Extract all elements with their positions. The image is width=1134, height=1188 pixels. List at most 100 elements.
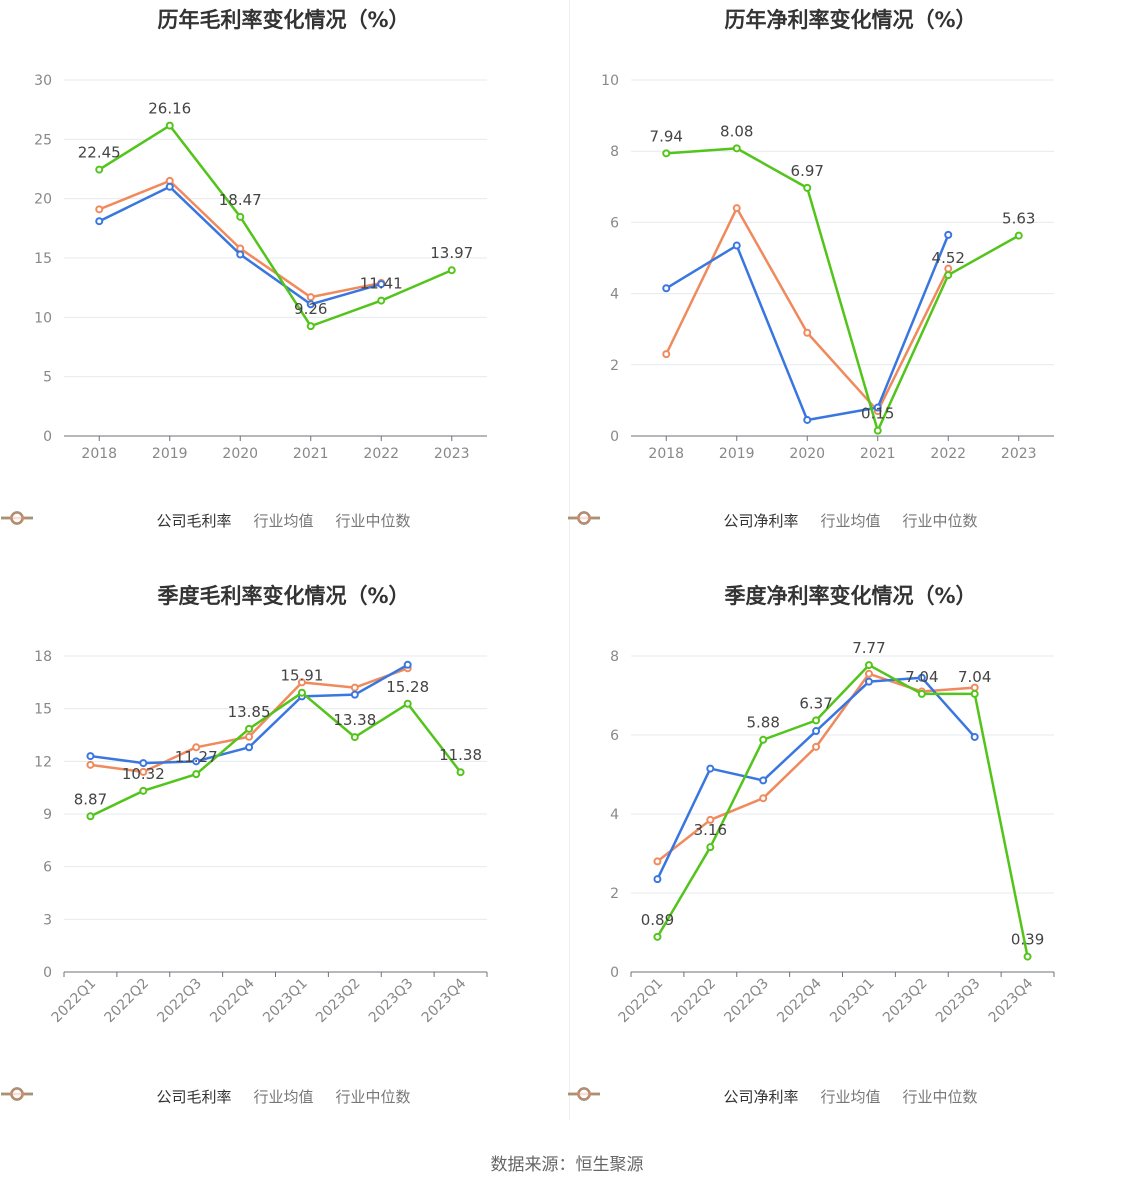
- x-tick-label: 2022Q2: [669, 976, 720, 1027]
- y-tick-label: 0: [610, 965, 619, 981]
- data-point: [306, 293, 315, 302]
- data-point: [377, 280, 386, 289]
- y-tick-label: 20: [34, 192, 52, 208]
- annual-net-margin-chart: 历年净利率变化情况（%） 0 2 4 6 8 10 2018 2019 2020 2021 2022…: [567, 0, 1134, 576]
- data-point: [662, 350, 671, 359]
- series-line-1: [665, 234, 950, 422]
- legend-item[interactable]: 行业中位数: [568, 510, 978, 531]
- data-point: [732, 241, 741, 250]
- data-point: [447, 266, 456, 275]
- data-point: [86, 752, 95, 761]
- data-point: [662, 149, 671, 158]
- x-tick-label: 2018: [81, 446, 117, 462]
- legend-label: 公司毛利率: [156, 1088, 232, 1106]
- legend-item[interactable]: 行业均值: [1, 1086, 314, 1107]
- data-point: [377, 296, 386, 305]
- data-point: [732, 204, 741, 213]
- chart-legend: 公司净利率 行业均值 行业中位数: [567, 1086, 1134, 1107]
- annual-gross-margin-chart: 历年毛利率变化情况（%） 0 5 10 15 20 25 30 2018 2019 2020 202…: [0, 0, 567, 576]
- data-label: 9.26: [294, 300, 327, 318]
- data-point: [297, 678, 306, 687]
- x-tick-label: 2022Q2: [102, 976, 153, 1027]
- data-point: [759, 735, 768, 744]
- data-point: [95, 205, 104, 214]
- legend-item[interactable]: 行业均值: [568, 1086, 881, 1107]
- data-point: [653, 857, 662, 866]
- chart-plot: 0 3 6 9 12 15 18 2022Q1 2022Q2 2022Q3 2022Q4 2023Q1…: [34, 649, 488, 1027]
- legend-item[interactable]: 公司毛利率: [1, 1086, 232, 1107]
- x-tick-label: 2023Q2: [313, 976, 364, 1027]
- x-tick-label: 2019: [152, 446, 188, 462]
- data-point: [1014, 231, 1023, 240]
- legend-item[interactable]: 行业均值: [568, 510, 881, 531]
- x-tick-label: 2023Q2: [880, 976, 931, 1027]
- x-tick-label: 2023Q3: [933, 976, 984, 1027]
- y-tick-label: 8: [610, 144, 619, 160]
- legend-item[interactable]: 行业均值: [1, 510, 314, 531]
- data-point: [944, 271, 953, 280]
- legend-item[interactable]: 公司净利率: [568, 1086, 798, 1107]
- data-label: 13.38: [333, 711, 376, 729]
- data-point: [165, 182, 174, 191]
- data-point: [165, 121, 174, 130]
- data-label: 3.16: [694, 821, 727, 839]
- x-tick-label: 2023Q4: [986, 975, 1037, 1026]
- legend-item[interactable]: 公司净利率: [568, 510, 799, 531]
- data-point: [350, 690, 359, 699]
- series-line-2: [665, 206, 950, 413]
- data-point: [350, 683, 359, 692]
- chart-plot: 0 2 4 6 8 10 2018 2019 2020 2021 2022 2023 7.94 8.08 6…: [601, 73, 1054, 462]
- data-point: [803, 328, 812, 337]
- chart-legend: 公司毛利率 行业均值 行业中位数: [0, 1086, 567, 1107]
- data-point: [456, 768, 465, 777]
- legend-icon-circle: [577, 511, 591, 525]
- data-label: 8.08: [720, 122, 753, 140]
- data-point: [86, 812, 95, 821]
- legend-label: 行业均值: [253, 1088, 314, 1106]
- data-point: [236, 250, 245, 259]
- data-point: [970, 732, 979, 741]
- y-tick-label: 6: [610, 728, 619, 744]
- data-point: [706, 764, 715, 773]
- y-tick-label: 2: [610, 358, 619, 374]
- data-label: 7.04: [905, 668, 938, 686]
- data-label: 7.77: [852, 639, 885, 657]
- data-point: [245, 724, 254, 733]
- y-tick-label: 6: [610, 215, 619, 231]
- legend-label: 行业中位数: [335, 1088, 411, 1106]
- y-tick-label: 3: [43, 912, 52, 928]
- legend-item[interactable]: 行业中位数: [1, 1086, 411, 1107]
- y-tick-label: 10: [601, 73, 619, 89]
- data-label: 22.45: [78, 144, 121, 162]
- data-label: 5.88: [746, 714, 779, 732]
- y-tick-label: 10: [34, 310, 52, 326]
- data-label: 7.94: [650, 127, 683, 145]
- x-tick-label: 2023Q1: [827, 976, 878, 1027]
- legend-label: 公司净利率: [723, 512, 799, 530]
- data-point: [403, 660, 412, 669]
- chart-title: 历年毛利率变化情况（%）: [157, 8, 410, 32]
- y-tick-label: 6: [43, 860, 52, 876]
- x-tick-label: 2020: [222, 446, 258, 462]
- data-point: [706, 843, 715, 852]
- data-label: 0.15: [861, 405, 894, 423]
- y-tick-label: 9: [43, 807, 52, 823]
- data-label: 7.04: [958, 668, 991, 686]
- legend-item[interactable]: 行业中位数: [568, 1086, 978, 1107]
- y-tick-label: 15: [34, 251, 52, 267]
- y-tick-label: 18: [34, 649, 52, 665]
- legend-label: 行业均值: [820, 512, 881, 530]
- legend-label: 公司毛利率: [156, 512, 232, 530]
- data-point: [803, 183, 812, 192]
- data-label: 18.47: [219, 191, 262, 209]
- legend-item[interactable]: 行业中位数: [1, 510, 411, 531]
- data-point: [306, 322, 315, 331]
- legend-item[interactable]: 公司毛利率: [1, 510, 232, 531]
- y-tick-label: 0: [43, 965, 52, 981]
- x-tick-label: 2023Q4: [419, 975, 470, 1026]
- data-point: [873, 426, 882, 435]
- legend-label: 行业中位数: [335, 512, 411, 530]
- series-line-0: [656, 663, 1029, 957]
- data-point: [86, 760, 95, 769]
- data-point: [917, 673, 926, 682]
